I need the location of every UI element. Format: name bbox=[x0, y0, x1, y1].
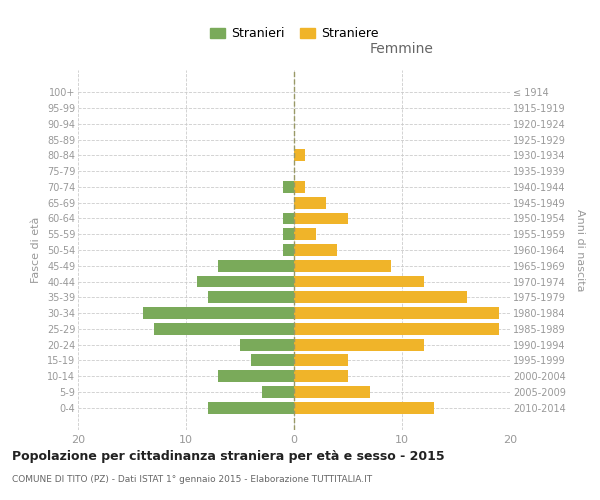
Text: Popolazione per cittadinanza straniera per età e sesso - 2015: Popolazione per cittadinanza straniera p… bbox=[12, 450, 445, 463]
Bar bbox=[294, 323, 499, 335]
Bar bbox=[283, 228, 294, 240]
Bar bbox=[283, 244, 294, 256]
Text: Femmine: Femmine bbox=[370, 42, 434, 56]
Bar bbox=[208, 292, 294, 303]
Bar bbox=[294, 244, 337, 256]
Bar bbox=[283, 181, 294, 193]
Y-axis label: Fasce di età: Fasce di età bbox=[31, 217, 41, 283]
Bar bbox=[218, 260, 294, 272]
Bar bbox=[294, 307, 499, 319]
Bar bbox=[294, 338, 424, 350]
Bar bbox=[294, 181, 305, 193]
Bar bbox=[283, 212, 294, 224]
Bar bbox=[240, 338, 294, 350]
Bar bbox=[218, 370, 294, 382]
Bar bbox=[294, 212, 348, 224]
Bar bbox=[154, 323, 294, 335]
Bar bbox=[143, 307, 294, 319]
Bar bbox=[294, 150, 305, 162]
Bar bbox=[294, 228, 316, 240]
Y-axis label: Anni di nascita: Anni di nascita bbox=[575, 209, 585, 291]
Legend: Stranieri, Straniere: Stranieri, Straniere bbox=[205, 22, 383, 46]
Bar bbox=[294, 197, 326, 208]
Bar bbox=[197, 276, 294, 287]
Bar bbox=[262, 386, 294, 398]
Bar bbox=[294, 402, 434, 413]
Bar bbox=[251, 354, 294, 366]
Bar bbox=[294, 292, 467, 303]
Bar bbox=[294, 386, 370, 398]
Bar bbox=[294, 260, 391, 272]
Bar bbox=[294, 354, 348, 366]
Bar bbox=[294, 276, 424, 287]
Text: COMUNE DI TITO (PZ) - Dati ISTAT 1° gennaio 2015 - Elaborazione TUTTITALIA.IT: COMUNE DI TITO (PZ) - Dati ISTAT 1° genn… bbox=[12, 475, 372, 484]
Bar bbox=[294, 370, 348, 382]
Bar bbox=[208, 402, 294, 413]
